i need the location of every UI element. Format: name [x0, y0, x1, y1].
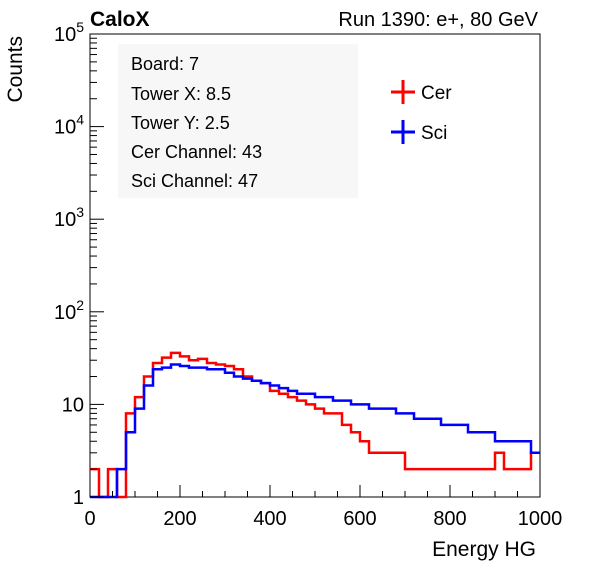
y-tick-label-2: 102: [54, 297, 84, 324]
y-tick-label-0: 1: [73, 487, 84, 509]
x-tick-label-1000: 1000: [518, 508, 563, 530]
legend: Cer Sci: [391, 80, 452, 144]
series-sci: [90, 363, 540, 499]
run-label: Run 1390: e+, 80 GeV: [338, 9, 538, 31]
info-box: [118, 44, 358, 198]
x-tick-label-200: 200: [163, 508, 196, 530]
y-tick-label-5: 105: [54, 19, 84, 46]
info-cer-channel: Cer Channel: 43: [131, 142, 262, 162]
legend-label-sci: Sci: [421, 123, 447, 144]
experiment-label: CaloX: [90, 8, 150, 31]
series-layer: [90, 351, 540, 499]
legend-label-cer: Cer: [421, 83, 452, 104]
x-axis-title: Energy HG: [432, 538, 536, 561]
legend-marker-cer: [391, 80, 415, 104]
info-sci-channel: Sci Channel: 47: [131, 171, 258, 191]
info-board: Board: 7: [131, 54, 199, 74]
x-tick-label-400: 400: [253, 508, 286, 530]
y-axis-title: Counts: [4, 36, 27, 103]
info-tower-x: Tower X: 8.5: [131, 84, 231, 104]
legend-marker-sci: [391, 120, 415, 144]
info-box-lines: Board: 7 Tower X: 8.5 Tower Y: 2.5 Cer C…: [131, 54, 262, 191]
y-tick-label-1: 10: [62, 394, 84, 416]
y-tick-label-3: 103: [54, 204, 84, 231]
info-tower-y: Tower Y: 2.5: [131, 113, 230, 133]
x-tick-label-800: 800: [433, 508, 466, 530]
y-tick-label-4: 104: [54, 112, 84, 139]
series-cer: [90, 351, 540, 499]
x-tick-label-0: 0: [84, 508, 95, 530]
x-tick-label-600: 600: [343, 508, 376, 530]
